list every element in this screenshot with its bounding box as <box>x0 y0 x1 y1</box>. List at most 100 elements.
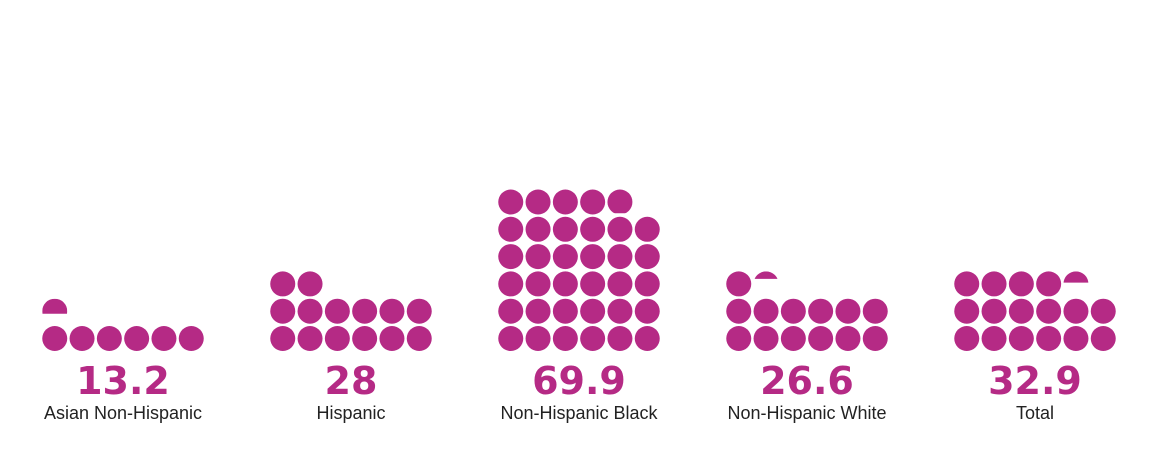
dot <box>324 298 350 324</box>
dot <box>498 326 524 351</box>
category-label-non-hispanic-white: Non-Hispanic White <box>727 403 886 423</box>
dot <box>96 326 122 351</box>
dot <box>42 326 68 351</box>
dot <box>580 216 606 242</box>
dot <box>379 326 405 351</box>
dot <box>634 298 660 324</box>
dot <box>498 271 524 297</box>
dot <box>1036 298 1062 324</box>
partial-dot <box>42 298 68 314</box>
dot <box>954 326 980 351</box>
dot <box>808 298 834 324</box>
dot <box>634 216 660 242</box>
dot <box>726 298 752 324</box>
dot <box>552 216 578 242</box>
partial-dot <box>1063 271 1089 283</box>
dot <box>1090 326 1116 351</box>
dot <box>1008 298 1034 324</box>
bar-group-hispanic <box>270 271 432 351</box>
category-label-hispanic: Hispanic <box>316 403 385 423</box>
value-label-non-hispanic-white: 26.6 <box>760 359 854 403</box>
dot <box>634 244 660 270</box>
dot <box>580 244 606 270</box>
dot <box>954 298 980 324</box>
value-label-total: 32.9 <box>988 359 1082 403</box>
dot <box>498 244 524 270</box>
dot <box>835 298 861 324</box>
dot <box>780 326 806 351</box>
bar-group-asian-non-hispanic <box>42 298 204 351</box>
dot <box>981 271 1007 297</box>
bar-group-non-hispanic-black <box>498 189 660 351</box>
category-label-asian-non-hispanic: Asian Non-Hispanic <box>44 403 202 423</box>
dot <box>525 271 551 297</box>
dot <box>525 244 551 270</box>
dot <box>552 271 578 297</box>
dot <box>552 244 578 270</box>
dot <box>297 271 323 297</box>
value-label-hispanic: 28 <box>325 359 378 403</box>
bar-group-total <box>954 271 1116 351</box>
dot <box>552 326 578 351</box>
dot <box>270 298 296 324</box>
dot <box>580 298 606 324</box>
dot <box>178 326 204 351</box>
dot <box>634 271 660 297</box>
dot <box>634 326 660 351</box>
dot <box>379 298 405 324</box>
dot <box>607 326 633 351</box>
dot <box>552 189 578 215</box>
dot <box>753 298 779 324</box>
dot <box>1090 298 1116 324</box>
dot <box>1063 326 1089 351</box>
dot <box>862 298 888 324</box>
dot <box>1063 298 1089 324</box>
dot <box>525 216 551 242</box>
dot <box>954 271 980 297</box>
value-label-non-hispanic-black: 69.9 <box>532 359 626 403</box>
dot <box>124 326 150 351</box>
category-label-total: Total <box>1016 403 1054 423</box>
dot <box>297 326 323 351</box>
dot <box>525 189 551 215</box>
dot <box>270 326 296 351</box>
dot <box>780 298 806 324</box>
dot <box>1008 326 1034 351</box>
dot <box>808 326 834 351</box>
partial-dot <box>754 271 778 279</box>
dot <box>406 326 432 351</box>
dot <box>726 326 752 351</box>
dot <box>753 326 779 351</box>
dot <box>151 326 177 351</box>
dot <box>607 298 633 324</box>
category-label-non-hispanic-black: Non-Hispanic Black <box>500 403 658 423</box>
dot <box>270 271 296 297</box>
bar-group-non-hispanic-white <box>726 271 888 351</box>
dot <box>981 298 1007 324</box>
dot <box>607 244 633 270</box>
dot <box>498 189 524 215</box>
dot <box>1036 271 1062 297</box>
dot <box>525 298 551 324</box>
dot <box>580 271 606 297</box>
dot <box>835 326 861 351</box>
dot <box>406 298 432 324</box>
dot <box>324 326 350 351</box>
dot <box>552 298 578 324</box>
dot <box>525 326 551 351</box>
dot <box>1008 271 1034 297</box>
dot <box>69 326 95 351</box>
dot <box>297 298 323 324</box>
partial-dot <box>607 189 633 214</box>
dot <box>981 326 1007 351</box>
dot <box>352 326 378 351</box>
dot <box>580 326 606 351</box>
value-label-asian-non-hispanic: 13.2 <box>76 359 170 403</box>
dot <box>607 216 633 242</box>
dot <box>862 326 888 351</box>
dot <box>607 271 633 297</box>
dot <box>498 298 524 324</box>
dots-layer <box>42 189 1116 351</box>
